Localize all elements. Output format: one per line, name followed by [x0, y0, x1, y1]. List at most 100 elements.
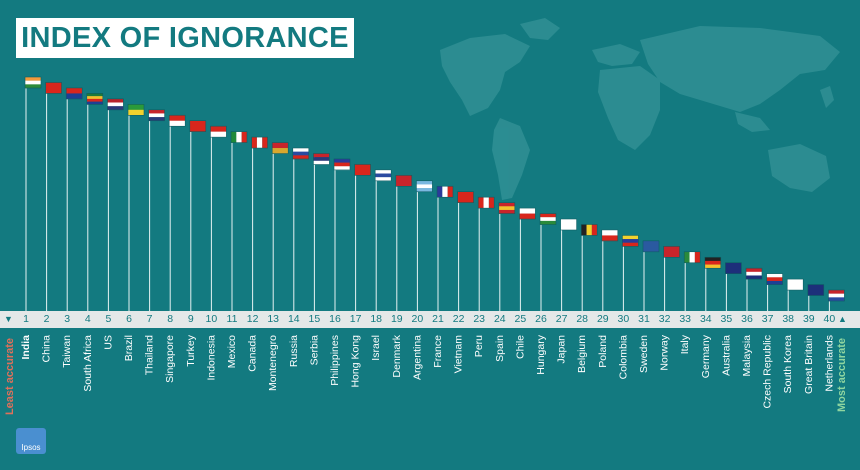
country-label: South Africa — [81, 335, 94, 392]
rank-number: 37 — [761, 313, 774, 325]
rank-number: 15 — [308, 313, 321, 325]
rank-number: 39 — [802, 313, 815, 325]
flag-belgium-icon — [580, 224, 598, 236]
rank-number: 8 — [167, 313, 174, 325]
ipsos-logo: Ipsos — [16, 428, 46, 454]
country-label: Netherlands — [823, 335, 836, 392]
triangle-right-icon: ▲ — [838, 314, 847, 324]
flag-netherlands-icon — [828, 289, 845, 302]
rank-number: 16 — [329, 313, 341, 325]
flag-turkey-icon — [189, 120, 207, 132]
least-accurate-label: Least accurate — [4, 338, 16, 416]
country-label: Great Britain — [802, 335, 815, 394]
country-label: Singapore — [164, 335, 177, 383]
flag-japan-icon — [560, 218, 577, 231]
flag-germany-icon — [704, 256, 722, 269]
rank-number: 30 — [617, 313, 630, 325]
country-label: Montenegro — [267, 335, 280, 392]
rank-number: 14 — [287, 313, 300, 325]
rank-number: 24 — [493, 313, 506, 325]
flag-montenegro-icon — [271, 142, 289, 154]
flag-hong-kong-icon — [354, 164, 371, 176]
flag-chile-icon — [519, 207, 536, 220]
rank-number: 25 — [514, 313, 527, 325]
rank-number: 4 — [84, 313, 91, 325]
country-label: Malaysia — [741, 335, 753, 377]
flag-singapore-icon — [168, 114, 186, 127]
country-label: Philippines — [329, 335, 341, 386]
country-label: Germany — [699, 335, 712, 379]
rank-number: 18 — [370, 313, 383, 325]
rank-number: 3 — [64, 313, 71, 325]
rank-number: 32 — [658, 313, 671, 325]
flag-great-britain-icon — [807, 284, 825, 296]
country-label: Hong Kong — [349, 335, 362, 388]
most-accurate-label: Most accurate — [836, 338, 848, 412]
country-label: China — [40, 335, 53, 363]
country-label: Argentina — [411, 335, 424, 380]
country-label: Chile — [514, 335, 527, 359]
rank-number: 6 — [126, 313, 132, 325]
country-label: Poland — [596, 335, 609, 368]
country-label: US — [102, 335, 115, 350]
flag-malaysia-icon — [745, 267, 763, 280]
country-label: Czech Republic — [761, 335, 774, 409]
rank-number: 1 — [23, 313, 29, 325]
flag-india-icon — [24, 76, 42, 89]
flag-italy-icon — [683, 251, 701, 264]
flag-south-korea-icon — [786, 278, 804, 291]
rank-number: 20 — [411, 313, 424, 325]
flag-canada-icon — [251, 136, 268, 149]
flag-norway-icon — [663, 246, 680, 258]
flag-vietnam-icon — [457, 191, 474, 203]
country-label: Vietnam — [452, 335, 465, 374]
rank-axis-bar — [0, 311, 860, 328]
flag-hungary-icon — [539, 213, 557, 225]
flag-indonesia-icon — [210, 125, 227, 138]
country-label: Russia — [287, 335, 300, 368]
country-label: Brazil — [123, 335, 135, 362]
rank-number: 7 — [146, 313, 153, 325]
rank-number: 9 — [187, 313, 194, 325]
country-label: France — [432, 335, 444, 368]
rank-number: 27 — [555, 313, 568, 325]
rank-number: 5 — [105, 313, 112, 325]
rank-number: 31 — [638, 313, 650, 325]
country-label: Belgium — [576, 335, 589, 373]
rank-number: 38 — [782, 313, 795, 325]
flag-spain-icon — [498, 202, 516, 214]
country-label: India — [20, 335, 32, 360]
flag-denmark-icon — [395, 175, 413, 187]
flag-france-icon — [436, 185, 454, 198]
flag-philippines-icon — [333, 158, 351, 171]
flag-czech-republic-icon — [766, 273, 783, 285]
flag-russia-icon — [292, 147, 310, 160]
rank-number: 34 — [699, 313, 712, 325]
rank-number: 26 — [535, 313, 547, 325]
rank-number: 2 — [43, 313, 50, 325]
page-title: INDEX OF IGNORANCE — [21, 22, 349, 54]
country-label: Denmark — [390, 335, 403, 378]
country-label: Turkey — [184, 335, 197, 367]
country-label: Taiwan — [61, 335, 74, 368]
country-label: Canada — [246, 335, 259, 372]
flag-serbia-icon — [313, 153, 330, 165]
country-label: Australia — [720, 335, 733, 376]
rank-number: 33 — [679, 313, 692, 325]
country-label: Israel — [370, 335, 383, 361]
rank-number: 11 — [226, 313, 238, 325]
title-box: INDEX OF IGNORANCE — [16, 18, 354, 58]
flag-peru-icon — [477, 196, 495, 209]
flag-argentina-icon — [416, 180, 433, 193]
flag-taiwan-icon — [65, 87, 83, 100]
country-label: Indonesia — [205, 335, 218, 381]
rank-number: 40 — [823, 313, 836, 325]
triangle-left-icon: ▼ — [4, 314, 13, 324]
rank-number: 28 — [576, 313, 589, 325]
country-label: Serbia — [308, 335, 321, 366]
country-label: Peru — [473, 335, 486, 358]
rank-number: 23 — [473, 313, 486, 325]
country-label: Italy — [679, 335, 692, 355]
